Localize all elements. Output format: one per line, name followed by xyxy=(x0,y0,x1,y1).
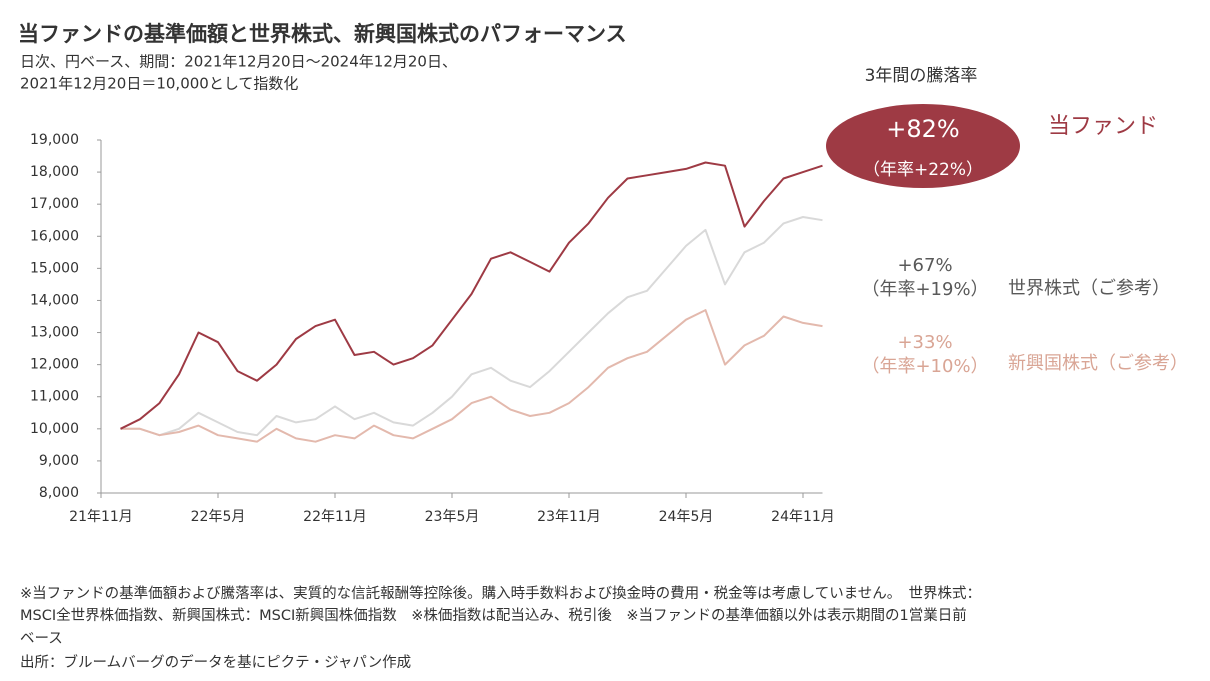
x-tick-label: 23年5月 xyxy=(425,509,480,525)
series-line xyxy=(120,309,823,443)
fund-annual: （年率+22%） xyxy=(863,160,983,180)
x-tick-label: 24年11月 xyxy=(771,509,835,525)
em-annual: （年率+10%） xyxy=(861,356,988,377)
footnote: MSCI全世界株価指数、新興国株式：MSCI新興国株価指数 ※株価指数は配当込み… xyxy=(20,606,967,624)
subtitle: 2021年12月20日＝10,000として指数化 xyxy=(20,75,298,93)
y-tick-label: 19,000 xyxy=(30,132,79,148)
y-tick-label: 14,000 xyxy=(30,292,79,308)
x-tick-label: 22年11月 xyxy=(303,509,367,525)
x-tick-label: 23年11月 xyxy=(537,509,601,525)
footnote: ※当ファンドの基準価額および騰落率は、実質的な信託報酬等控除後。購入時手数料およ… xyxy=(20,584,981,602)
world-annual: （年率+19%） xyxy=(861,279,988,300)
world-total: +67% xyxy=(897,255,952,276)
fund-label: 当ファンド xyxy=(1048,114,1158,139)
x-tick-label: 22年5月 xyxy=(191,509,246,525)
y-tick-label: 12,000 xyxy=(30,357,79,373)
series-line xyxy=(120,161,823,430)
x-tick-label: 24年5月 xyxy=(659,509,714,525)
y-tick-label: 10,000 xyxy=(30,421,79,437)
em-total: +33% xyxy=(897,332,952,353)
y-tick-label: 9,000 xyxy=(39,453,79,469)
em-label: 新興国株式（ご参考） xyxy=(1008,353,1188,374)
world-label: 世界株式（ご参考） xyxy=(1008,278,1170,299)
y-tick-label: 11,000 xyxy=(30,389,79,405)
y-tick-label: 16,000 xyxy=(30,228,79,244)
y-tick-label: 8,000 xyxy=(39,485,79,501)
x-tick-label: 21年11月 xyxy=(69,509,133,525)
annotation-header: 3年間の騰落率 xyxy=(865,66,978,86)
highlight-ellipse xyxy=(826,104,1020,188)
y-tick-label: 18,000 xyxy=(30,164,79,180)
footnote: 出所：ブルームバーグのデータを基にピクテ・ジャパン作成 xyxy=(20,653,411,671)
subtitle: 日次、円ベース、期間：2021年12月20日～2024年12月20日、 xyxy=(20,53,457,71)
series-line xyxy=(120,216,823,437)
y-tick-label: 15,000 xyxy=(30,260,79,276)
footnote: ベース xyxy=(20,631,63,647)
y-tick-label: 17,000 xyxy=(30,196,79,212)
fund-total: +82% xyxy=(886,115,959,143)
y-tick-label: 13,000 xyxy=(30,325,79,341)
chart-title: 当ファンドの基準価額と世界株式、新興国株式のパフォーマンス xyxy=(18,22,627,46)
